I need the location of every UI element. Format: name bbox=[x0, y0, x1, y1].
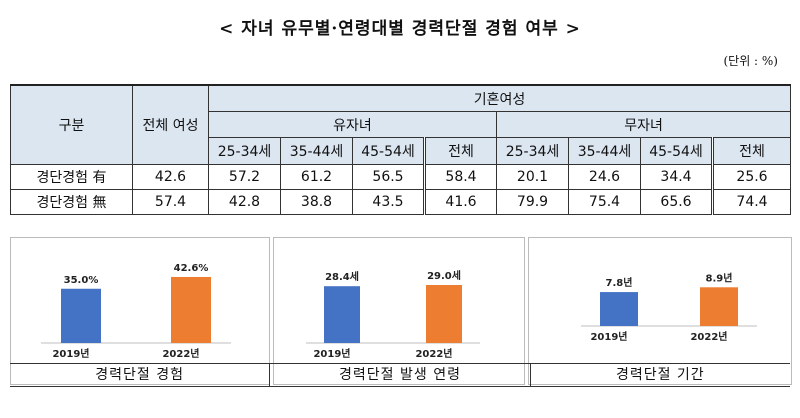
table-cell: 20.1 bbox=[496, 164, 569, 190]
chart-captions: 경력단절 경험 경력단절 발생 연령 경력단절 기간 bbox=[10, 363, 790, 387]
table-cell: 41.6 bbox=[423, 189, 497, 215]
table-cell: 65.6 bbox=[640, 189, 713, 215]
bar-value-label: 35.0% bbox=[64, 275, 99, 286]
header-age-col: 45-54세 bbox=[352, 137, 425, 165]
table-cell: 43.5 bbox=[352, 189, 425, 215]
table-cell: 75.4 bbox=[568, 189, 641, 215]
header-without-children: 무자녀 bbox=[495, 111, 792, 138]
header-age-col: 25-34세 bbox=[208, 137, 281, 165]
bar-chart-career-break-experience: 35.0% 2019년 42.6% 2022년 bbox=[41, 263, 231, 360]
header-category: 구분 bbox=[10, 84, 133, 165]
bar-value-label: 29.0세 bbox=[427, 269, 461, 282]
table-cell: 38.8 bbox=[280, 189, 353, 215]
chart-panel-career-break-duration: 7.8년 2019년 8.9년 2022년 bbox=[528, 237, 792, 385]
header-age-col: 전체 bbox=[710, 137, 792, 165]
unit-label: (단위 : %) bbox=[723, 54, 778, 68]
bar-2019년 bbox=[324, 286, 360, 343]
header-all-women: 전체 여성 bbox=[132, 84, 209, 165]
table-cell: 42.6 bbox=[132, 164, 209, 190]
chart-caption: 경력단절 기간 bbox=[529, 364, 790, 386]
table-cell: 79.9 bbox=[496, 189, 569, 215]
table-cell: 74.4 bbox=[710, 189, 792, 215]
x-tick-label: 2022년 bbox=[690, 330, 727, 343]
table-row: 경단경험 有 42.6 57.2 61.2 56.5 58.4 20.1 24.… bbox=[10, 164, 792, 190]
row-label: 경단경험 無 bbox=[10, 189, 133, 215]
page-title: < 자녀 유무별·연령대별 경력단절 경험 여부 > bbox=[219, 19, 581, 39]
header-married-women: 기혼여성 bbox=[207, 84, 792, 112]
table-cell: 57.4 bbox=[132, 189, 209, 215]
table-cell: 24.6 bbox=[568, 164, 641, 190]
header-age-col: 45-54세 bbox=[640, 137, 713, 165]
bar-value-label: 28.4세 bbox=[325, 270, 359, 283]
header-age-col: 35-44세 bbox=[568, 137, 641, 165]
bar-2022년 bbox=[171, 276, 211, 343]
bar-value-label: 42.6% bbox=[174, 263, 209, 274]
table-cell: 57.2 bbox=[208, 164, 281, 190]
table-row: 경단경험 無 57.4 42.8 38.8 43.5 41.6 79.9 75.… bbox=[10, 189, 792, 215]
x-tick-label: 2019년 bbox=[590, 330, 627, 343]
bar-2022년 bbox=[700, 287, 738, 326]
x-tick-label: 2019년 bbox=[313, 347, 350, 360]
bar-chart-career-break-duration: 7.8년 2019년 8.9년 2022년 bbox=[581, 271, 757, 343]
header-age-col: 25-34세 bbox=[496, 137, 569, 165]
bar-value-label: 8.9년 bbox=[706, 271, 733, 284]
table-cell: 58.4 bbox=[423, 164, 497, 190]
bar-value-label: 7.8년 bbox=[606, 276, 633, 289]
table-cell: 34.4 bbox=[640, 164, 713, 190]
header-age-col: 35-44세 bbox=[280, 137, 353, 165]
chart-panel-career-break-experience: 35.0% 2019년 42.6% 2022년 bbox=[10, 237, 270, 385]
table-cell: 56.5 bbox=[352, 164, 425, 190]
table-cell: 25.6 bbox=[710, 164, 792, 190]
chart-panel-career-break-age: 28.4세 2019년 29.0세 2022년 bbox=[273, 237, 525, 385]
row-label: 경단경험 有 bbox=[10, 164, 133, 190]
table-cell: 61.2 bbox=[280, 164, 353, 190]
data-table: 구분 전체 여성 기혼여성 유자녀 무자녀 25-34세 35-44세 45-5… bbox=[10, 84, 792, 215]
bar-chart-career-break-age: 28.4세 2019년 29.0세 2022년 bbox=[306, 269, 480, 360]
x-tick-label: 2022년 bbox=[415, 347, 452, 360]
bar-2019년 bbox=[600, 292, 638, 326]
chart-caption: 경력단절 발생 연령 bbox=[269, 364, 529, 386]
header-with-children: 유자녀 bbox=[208, 111, 497, 138]
x-tick-label: 2022년 bbox=[162, 347, 199, 360]
bar-2022년 bbox=[426, 285, 462, 343]
table-cell: 42.8 bbox=[208, 189, 281, 215]
header-age-col: 전체 bbox=[423, 137, 497, 165]
bar-2019년 bbox=[61, 288, 101, 343]
x-tick-label: 2019년 bbox=[52, 347, 89, 360]
chart-caption: 경력단절 경험 bbox=[95, 367, 185, 383]
